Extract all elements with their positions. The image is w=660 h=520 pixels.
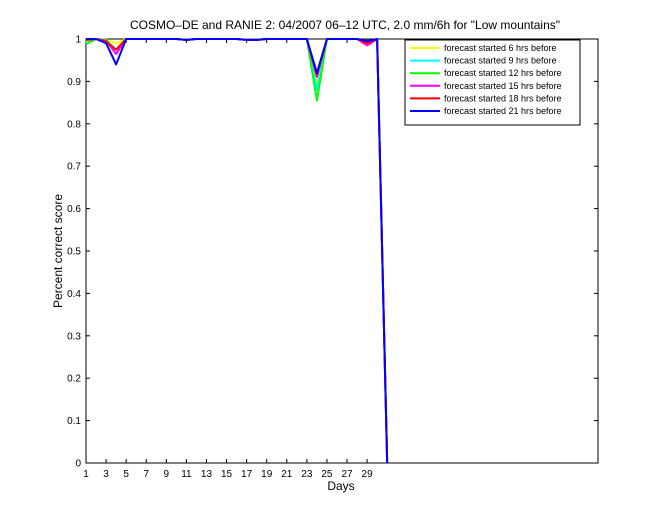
x-tick-label: 21 xyxy=(281,469,293,480)
y-tick-label: 0.4 xyxy=(67,289,81,300)
x-tick-label: 27 xyxy=(341,469,353,480)
y-tick-label: 0.6 xyxy=(67,204,81,215)
x-axis: 1 3 5 7 9 11 13 15 17 19 21 23 25 27 29 xyxy=(83,39,373,480)
series-line-6 xyxy=(86,38,389,464)
x-tick-label: 11 xyxy=(181,469,192,480)
y-tick-label: 1 xyxy=(75,35,81,46)
series-lines xyxy=(85,38,389,464)
x-tick-label: 19 xyxy=(261,469,273,480)
x-tick-label: 25 xyxy=(321,469,333,480)
legend-entry-label: forecast started 9 hrs before xyxy=(444,56,557,66)
y-tick-label: 0.7 xyxy=(67,162,81,173)
y-tick-label: 0.2 xyxy=(67,374,81,385)
legend: forecast started 6 hrs before forecast st… xyxy=(404,39,581,126)
legend-entry-label: forecast started 18 hrs before xyxy=(444,93,562,103)
y-tick-label: 0.8 xyxy=(67,119,81,130)
y-axis: 0 0.1 0.2 0.3 0.4 0.5 0.6 0.7 0.8 0.9 1 xyxy=(67,35,598,470)
x-tick-label: 7 xyxy=(143,469,149,480)
legend-entry-label: forecast started 15 hrs before xyxy=(444,81,562,91)
x-tick-label: 3 xyxy=(103,469,109,480)
x-tick-label: 5 xyxy=(123,469,129,480)
x-axis-title: Days xyxy=(327,479,354,493)
x-tick-label: 29 xyxy=(362,469,374,480)
x-tick-label: 13 xyxy=(201,469,213,480)
x-tick-label: 9 xyxy=(164,469,170,480)
y-tick-label: 0.5 xyxy=(67,247,81,258)
y-tick-label: 0.9 xyxy=(67,77,81,88)
x-tick-label: 1 xyxy=(83,469,89,480)
legend-entry-label: forecast started 21 hrs before xyxy=(444,106,562,116)
y-tick-label: 0.3 xyxy=(67,331,81,342)
chart-title: COSMO–DE and RANIE 2: 04/2007 06–12 UTC,… xyxy=(130,18,560,32)
y-tick-label: 0 xyxy=(75,459,81,470)
y-axis-title: Percent correct score xyxy=(51,194,65,308)
x-tick-label: 17 xyxy=(241,469,253,480)
x-tick-label: 15 xyxy=(221,469,233,480)
legend-entry-label: forecast started 12 hrs before xyxy=(444,68,562,78)
y-tick-label: 0.1 xyxy=(67,416,81,427)
legend-entry-label: forecast started 6 hrs before xyxy=(444,43,557,53)
x-tick-label: 23 xyxy=(301,469,313,480)
